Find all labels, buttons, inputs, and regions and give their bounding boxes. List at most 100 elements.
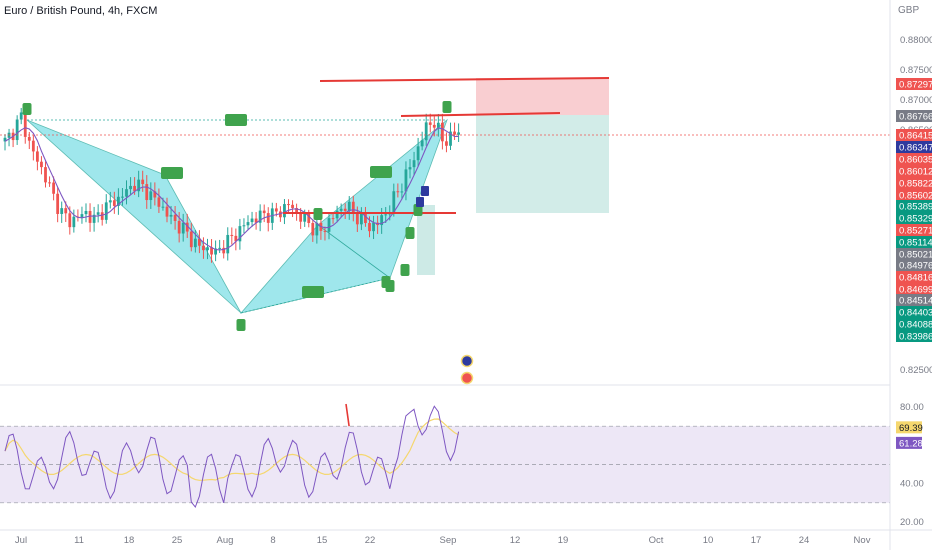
price-tag-label: 0.83986 (899, 332, 932, 343)
candle-body (351, 201, 355, 213)
label-b (313, 208, 323, 220)
event-markers (460, 354, 474, 385)
price-tag (896, 248, 932, 260)
candle-body (457, 132, 460, 135)
symbol-title[interactable]: Euro / British Pound, 4h, FXCM (4, 5, 158, 17)
candle-body (44, 167, 47, 183)
candle-body (129, 185, 132, 190)
price-tag (896, 236, 932, 248)
price-tag (896, 259, 932, 271)
price-tag (896, 141, 932, 153)
candle-body (449, 131, 452, 146)
price-tag (896, 330, 932, 342)
candle-body (48, 182, 51, 184)
candle-body (372, 222, 375, 232)
candle-body (283, 204, 286, 218)
price-tag-label: 0.87297 (899, 80, 932, 91)
candle-body (396, 191, 400, 193)
price-tag (896, 271, 932, 283)
pattern-point-labels (22, 101, 452, 331)
candle-body (311, 223, 315, 236)
price-axis[interactable]: 0.880000.875000.870000.865000.825000.872… (889, 0, 932, 550)
price-tag-label: 0.85329 (899, 214, 932, 225)
candle-body (441, 122, 444, 142)
price-tick-label: 0.82500 (900, 365, 932, 376)
time-tick-label: 22 (365, 535, 376, 546)
event-marker-flag (460, 354, 474, 368)
price-tag-label: 0.84976 (899, 261, 932, 272)
candle-body (428, 122, 432, 125)
candle-body (295, 208, 298, 213)
candle-body (222, 247, 226, 254)
price-tag-label: 0.84699 (899, 285, 932, 296)
candle-body (96, 212, 100, 215)
candle-body (121, 196, 124, 198)
price-tag (896, 129, 932, 141)
candle-body (230, 234, 234, 236)
candle-body (242, 225, 246, 227)
candle-body (453, 131, 456, 135)
time-axis[interactable]: Jul 11 18 25 Aug 8 15 22 Sep 12 19 Oct 10 17 24 Nov (0, 529, 932, 546)
price-tag-label: 0.85602 (899, 191, 932, 202)
candle-body (432, 124, 436, 128)
candle-body (238, 226, 242, 242)
candle-body (234, 235, 238, 242)
candle-body (279, 211, 282, 218)
label-x (22, 103, 32, 115)
price-tag (896, 110, 932, 122)
blue-signal-marker (416, 197, 424, 207)
rsi-value-tag (896, 436, 922, 449)
small-target-zone (417, 205, 435, 275)
candle-body (266, 213, 270, 223)
candle-body (3, 137, 7, 142)
candle-body (202, 245, 205, 251)
rsi-value-label: 69.39 (899, 423, 923, 434)
candle-body (262, 210, 266, 214)
ratio-label-xb (161, 167, 183, 179)
candle-body (15, 119, 19, 141)
candle-body (408, 167, 412, 170)
event-marker-flag (460, 371, 474, 385)
candle-body (169, 214, 173, 217)
candle-body (287, 204, 290, 206)
candle-body (291, 204, 294, 209)
candle-body (193, 238, 197, 248)
candle-body (299, 212, 303, 222)
stop-loss-zone (476, 78, 609, 115)
price-tag-label: 0.85389 (899, 202, 932, 213)
candle-body (392, 191, 396, 213)
time-tick-label: Aug (217, 535, 234, 546)
candle-body (177, 220, 181, 234)
candle-body (189, 231, 193, 248)
time-tick-label: 25 (172, 535, 183, 546)
candle-body (274, 208, 278, 212)
candle-body (161, 206, 165, 208)
candle-body (210, 247, 213, 255)
candle-body (23, 112, 27, 137)
candle-body (404, 169, 408, 192)
candle-body (56, 193, 60, 214)
label-d (442, 101, 452, 113)
level-line-resistance-mid (400, 112, 561, 117)
candle-body (173, 214, 177, 221)
candle-body (60, 208, 64, 214)
candle-body (368, 223, 371, 232)
candle-body (112, 200, 116, 206)
price-tag-label: 0.85021 (899, 250, 932, 261)
ratio-label-ac (302, 286, 324, 298)
price-tag (896, 212, 932, 224)
candle-body (19, 112, 23, 120)
time-tick-label: Sep (440, 535, 457, 546)
price-tick-label: 0.87000 (900, 95, 932, 106)
price-tag-label: 0.86415 (899, 131, 932, 142)
candle-body (315, 222, 319, 236)
candle-body (436, 122, 440, 128)
candle-body (27, 136, 31, 141)
candle-body (165, 206, 169, 217)
price-tag-label: 0.84816 (899, 273, 932, 284)
price-tick-label: 0.87500 (900, 65, 932, 76)
time-tick-label: 12 (510, 535, 521, 546)
time-tick-label: 17 (751, 535, 762, 546)
candle-body (445, 141, 448, 146)
